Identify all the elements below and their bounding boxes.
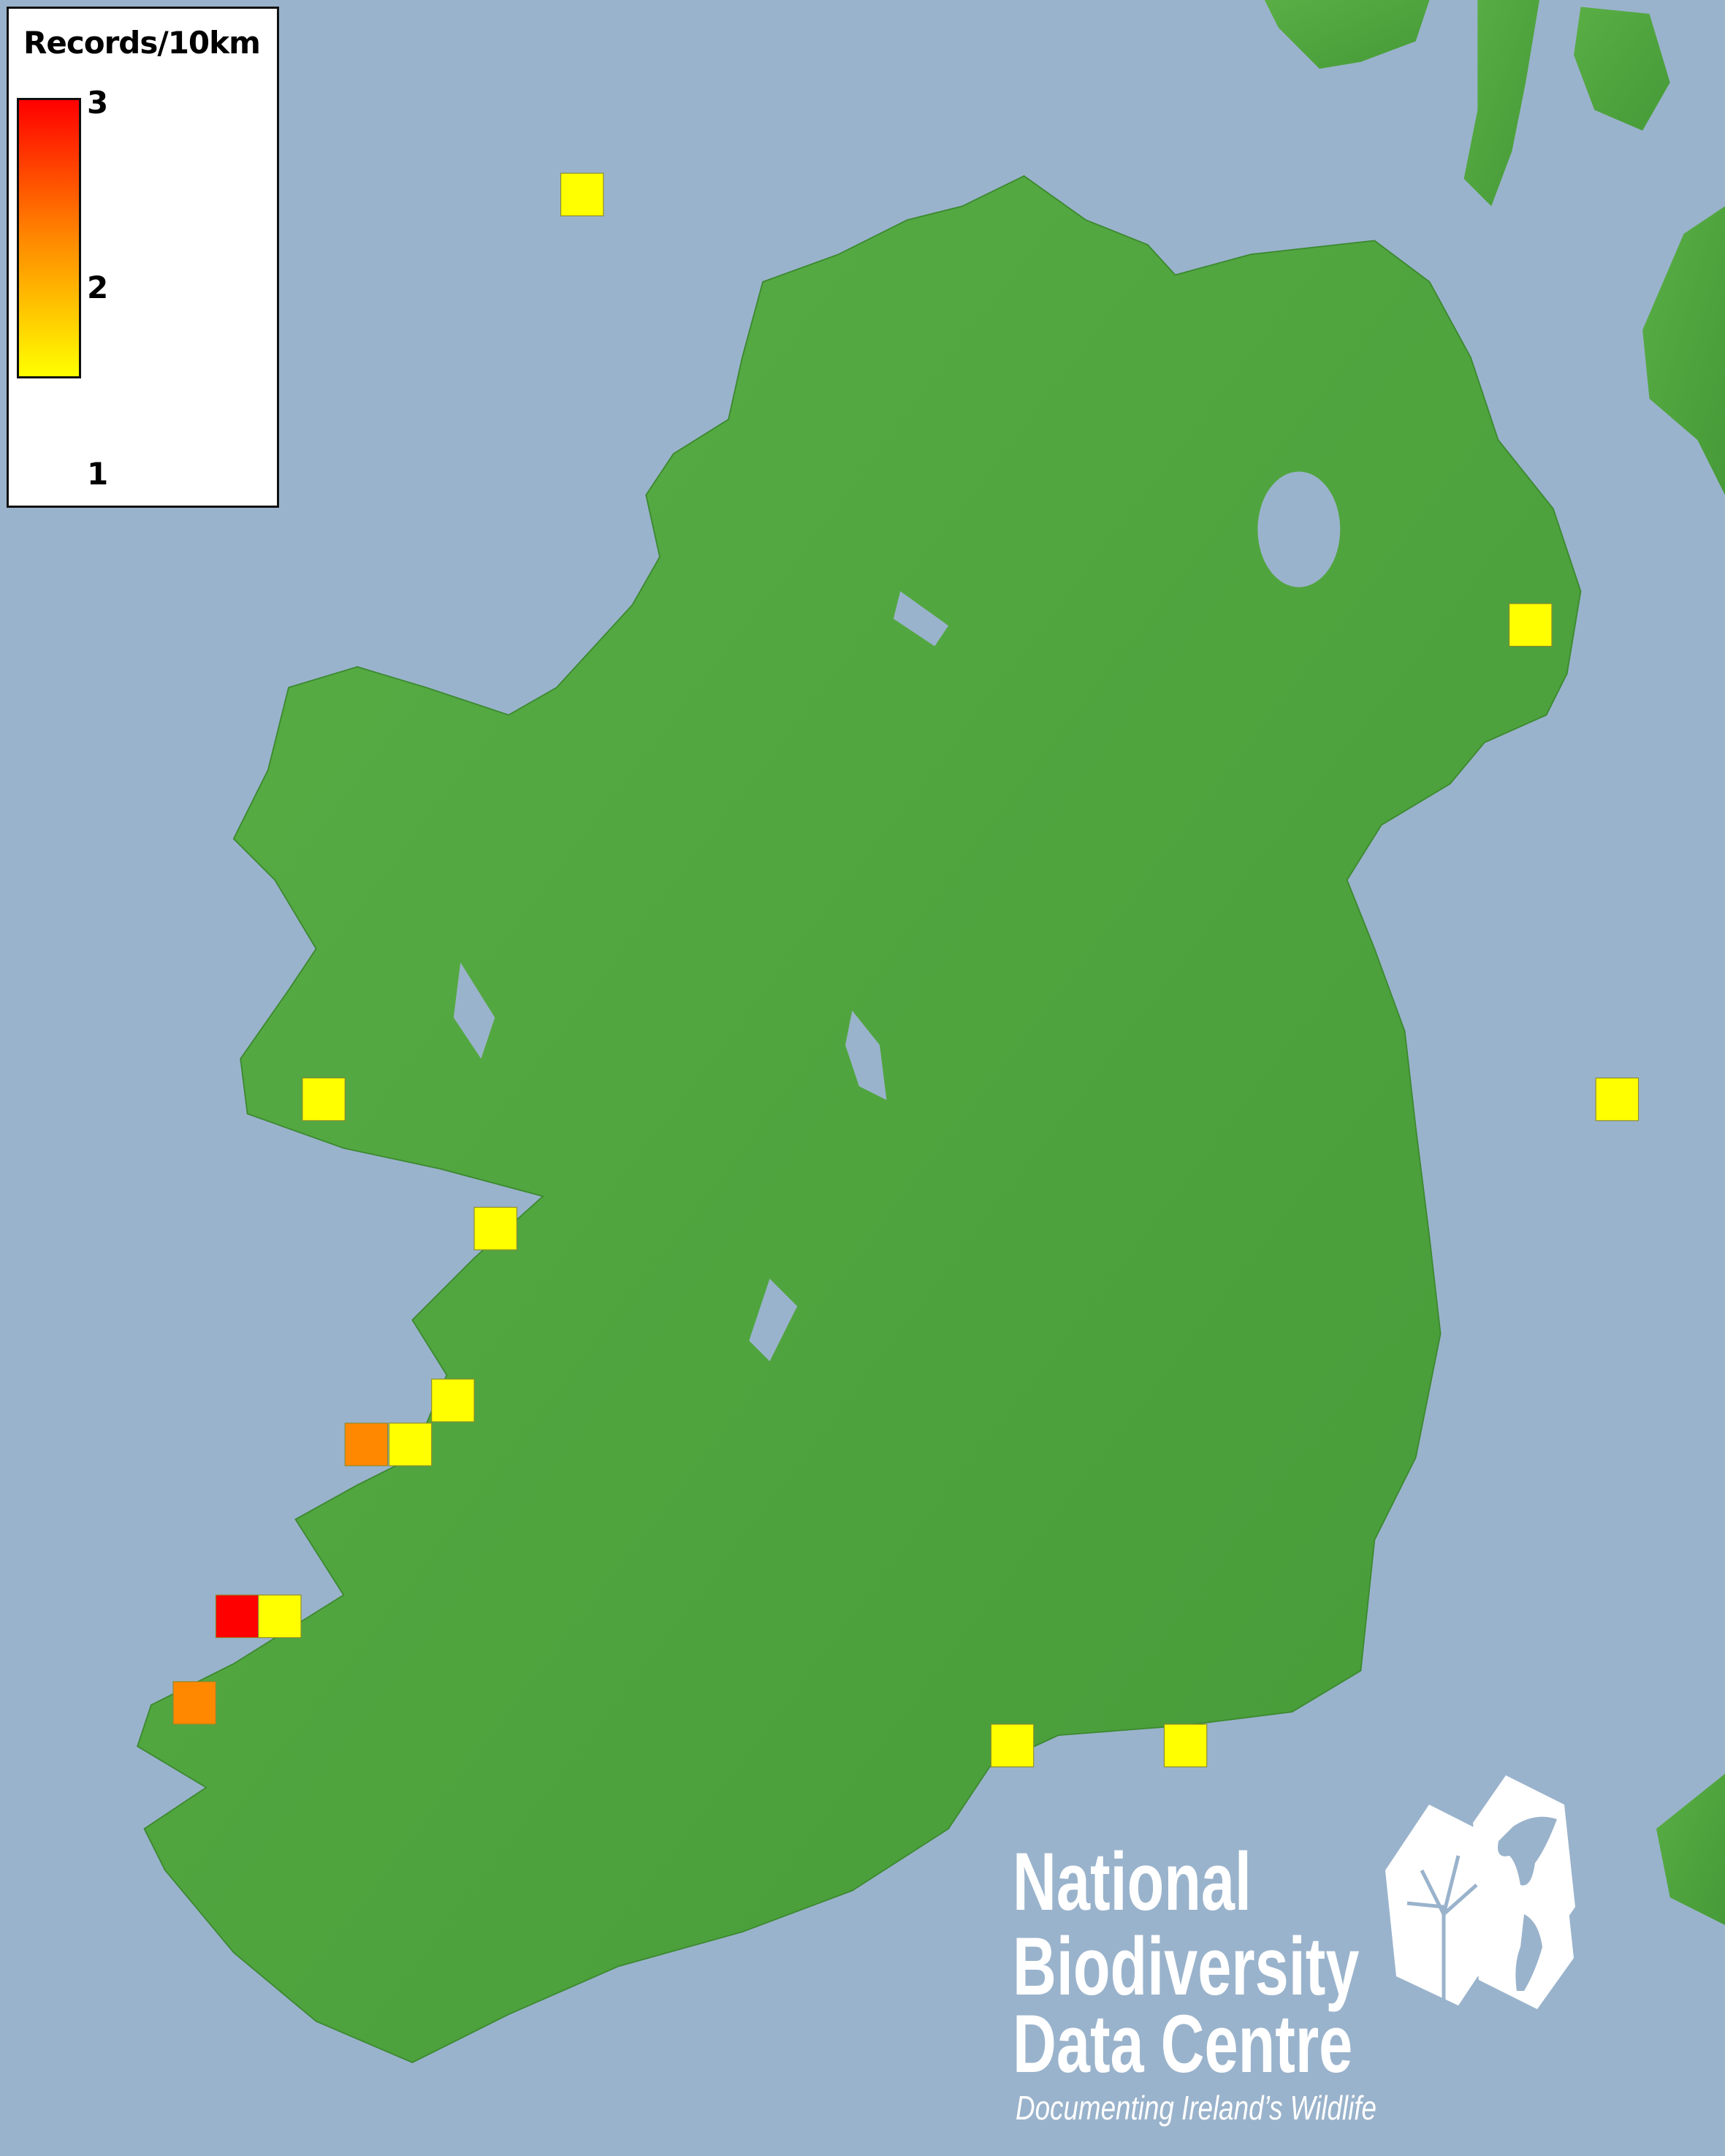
record-squares — [172, 172, 1640, 1767]
lakes — [453, 471, 1341, 1362]
record-square — [990, 1723, 1035, 1767]
record-square — [258, 1594, 302, 1639]
colorbar-tick-min: 1 — [87, 456, 109, 492]
scotland-islands — [1264, 0, 1725, 1925]
record-square — [215, 1594, 259, 1639]
record-square — [388, 1422, 433, 1466]
record-square — [560, 172, 604, 217]
record-square — [344, 1422, 389, 1466]
logo-tagline: Documenting Ireland’s Wildlife — [1016, 2089, 1376, 2127]
logo-line-3: Data Centre — [1013, 1998, 1353, 2090]
record-square — [1595, 1077, 1640, 1121]
record-square — [1163, 1723, 1208, 1767]
legend: Records/10km 3 2 1 — [7, 7, 279, 508]
logo-hexagons — [1385, 1775, 1575, 2009]
colorbar-tick-mid: 2 — [87, 270, 109, 305]
record-square — [473, 1206, 517, 1251]
record-square — [1509, 603, 1553, 647]
logo-line-1: National — [1013, 1836, 1252, 1927]
legend-title: Records/10km — [23, 25, 261, 61]
ireland-landmass — [136, 175, 1582, 2064]
record-square — [172, 1681, 216, 1725]
record-square — [302, 1077, 346, 1121]
record-square — [431, 1379, 475, 1422]
seahorse-icon — [1468, 1826, 1574, 2009]
colorbar — [17, 98, 81, 378]
colorbar-tick-max: 3 — [87, 85, 109, 121]
logo-line-2: Biodiversity — [1013, 1921, 1360, 2012]
